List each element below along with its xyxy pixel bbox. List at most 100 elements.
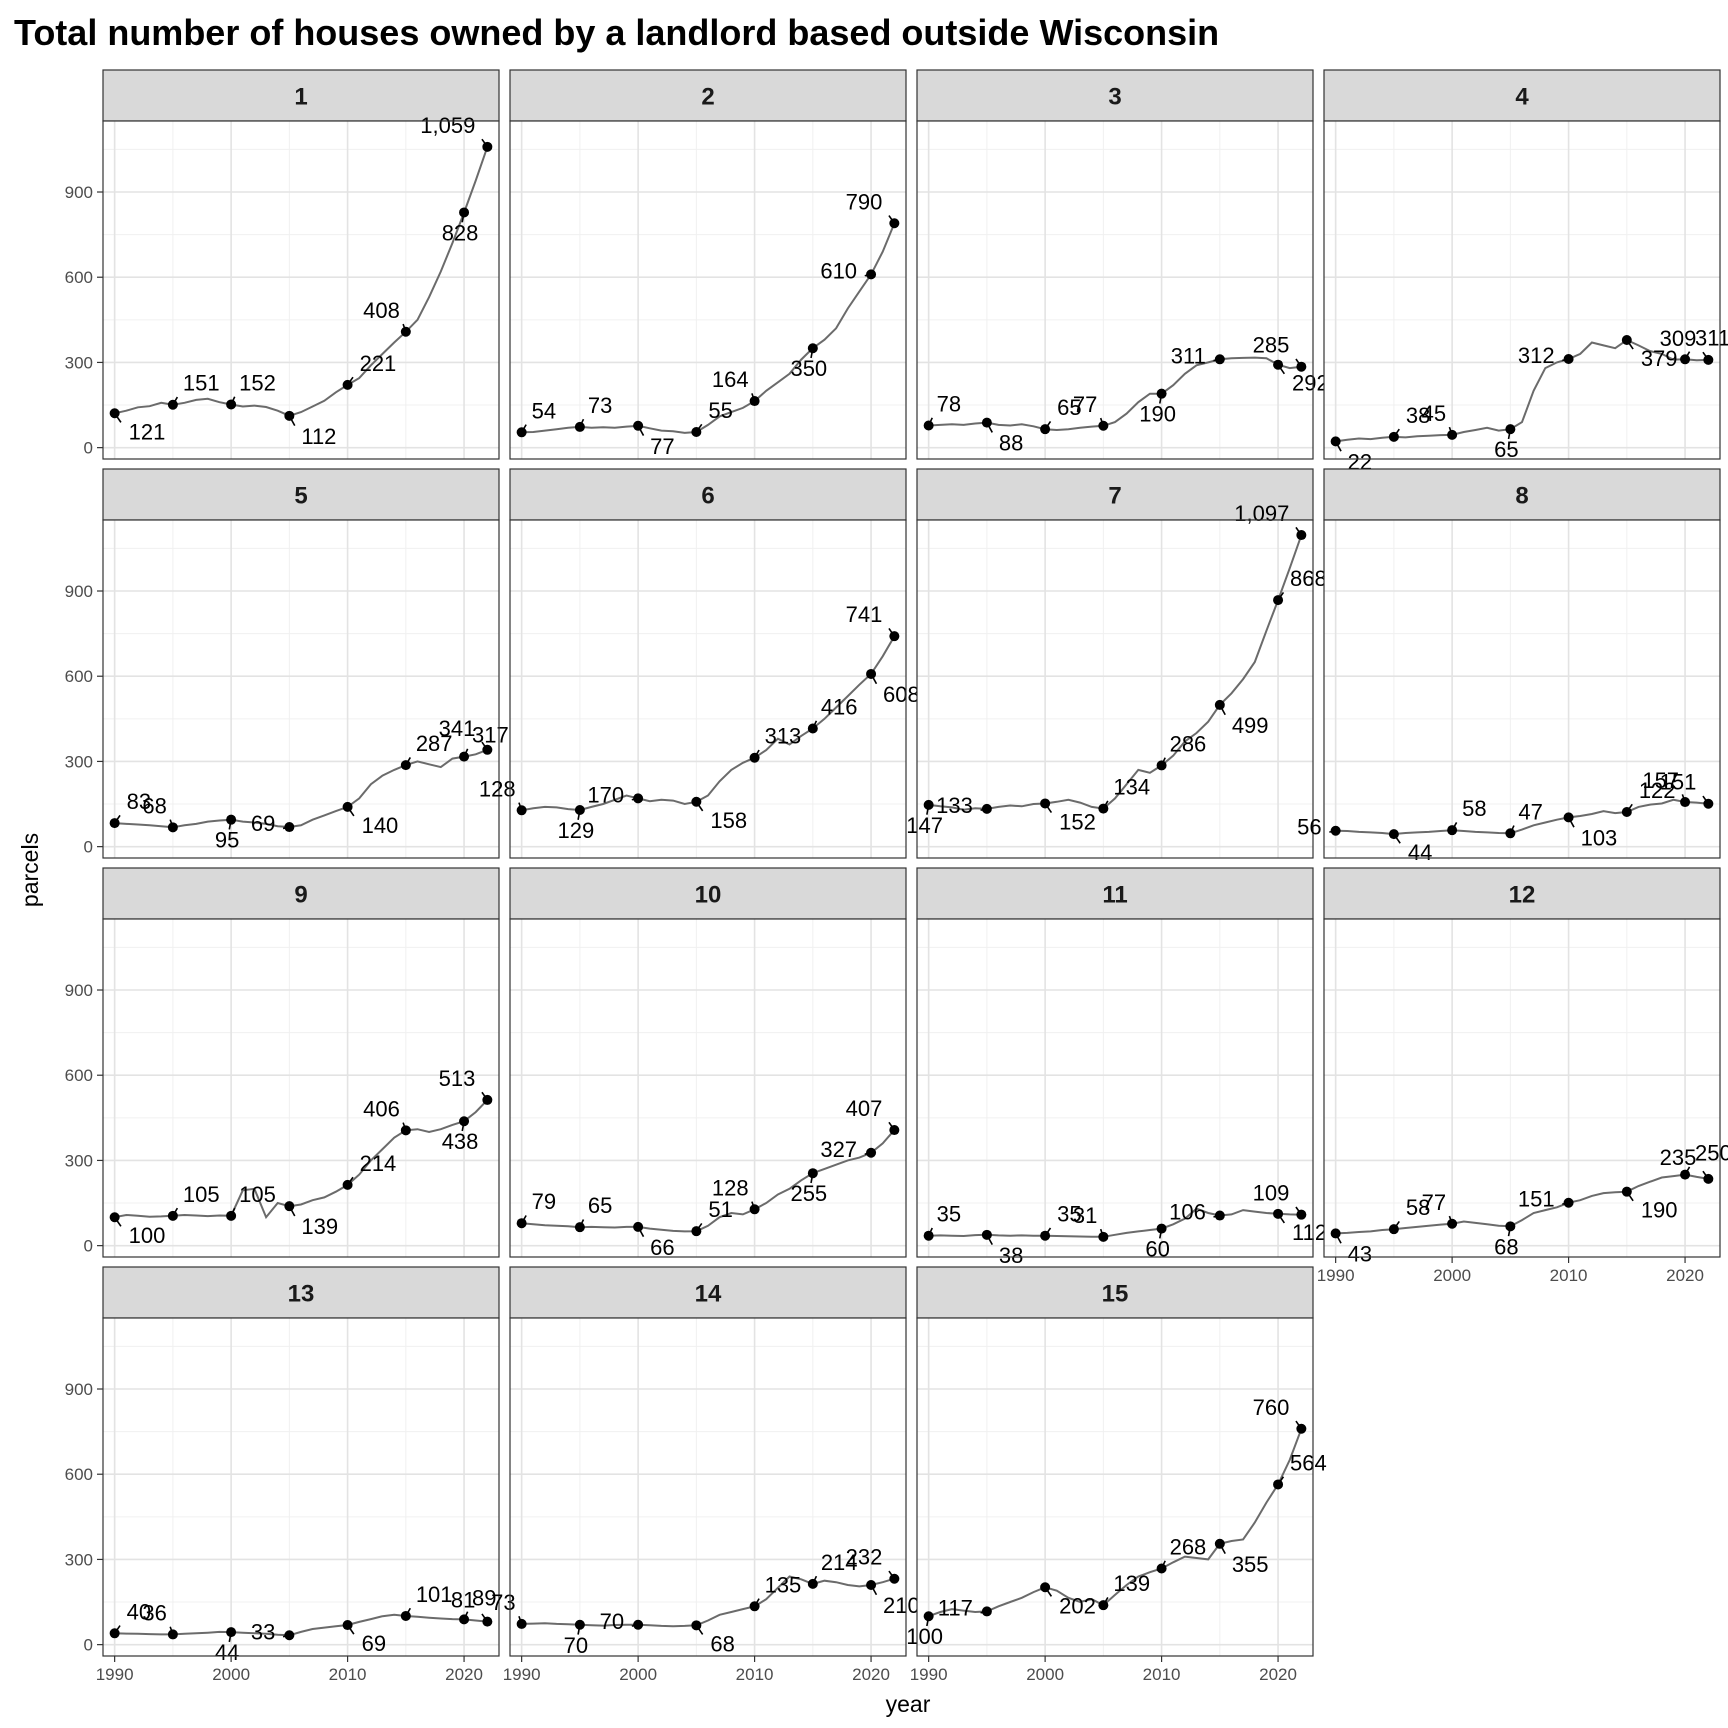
plot-background bbox=[1324, 121, 1720, 459]
data-point bbox=[1563, 354, 1574, 365]
data-point bbox=[1156, 1563, 1167, 1574]
data-point bbox=[691, 1620, 702, 1631]
facet-strip bbox=[916, 468, 1314, 521]
panel-border bbox=[1323, 519, 1721, 859]
data-label: 828 bbox=[442, 220, 479, 245]
data-label: 564 bbox=[1290, 1450, 1327, 1475]
data-label: 133 bbox=[936, 793, 973, 818]
data-point bbox=[1098, 803, 1109, 814]
panel-border bbox=[102, 120, 500, 460]
data-label: 292 bbox=[1292, 371, 1329, 396]
data-point bbox=[1388, 1224, 1399, 1235]
data-point bbox=[923, 1230, 934, 1241]
facet-strip-label: 3 bbox=[1108, 84, 1121, 111]
data-label: 35 bbox=[1057, 1202, 1081, 1227]
data-label: 350 bbox=[790, 356, 827, 381]
data-point bbox=[1621, 1186, 1632, 1197]
data-label: 68 bbox=[142, 793, 166, 818]
data-point bbox=[1703, 798, 1714, 809]
facet-strip-label: 13 bbox=[288, 1281, 315, 1308]
data-label: 43 bbox=[1348, 1241, 1372, 1266]
data-point bbox=[342, 1620, 353, 1631]
data-point bbox=[633, 793, 644, 804]
data-point bbox=[342, 1179, 353, 1190]
data-point bbox=[981, 417, 992, 428]
x-tick-label: 1990 bbox=[96, 1665, 134, 1684]
data-point bbox=[226, 1627, 237, 1638]
facet-strip-label: 15 bbox=[1102, 1281, 1129, 1308]
data-point bbox=[1040, 798, 1051, 809]
data-point bbox=[342, 379, 353, 390]
data-label: 44 bbox=[215, 1640, 239, 1665]
facet-strip bbox=[916, 69, 1314, 122]
data-label: 56 bbox=[1297, 815, 1321, 840]
data-label: 129 bbox=[558, 818, 595, 843]
y-tick-label: 0 bbox=[84, 1237, 93, 1256]
facet-strip-label: 7 bbox=[1108, 483, 1121, 510]
data-label: 128 bbox=[712, 1175, 749, 1200]
data-label: 51 bbox=[708, 1197, 732, 1222]
data-point bbox=[1214, 354, 1225, 365]
data-point bbox=[1505, 828, 1516, 839]
y-tick-label: 600 bbox=[65, 268, 93, 287]
data-point bbox=[482, 1094, 493, 1105]
data-point bbox=[1447, 825, 1458, 836]
data-label: 170 bbox=[587, 782, 624, 807]
data-point bbox=[807, 343, 818, 354]
data-label: 134 bbox=[1113, 775, 1150, 800]
data-label: 77 bbox=[1422, 1190, 1446, 1215]
data-label: 89 bbox=[472, 1585, 496, 1610]
data-point bbox=[691, 796, 702, 807]
data-label: 38 bbox=[999, 1243, 1023, 1268]
panel-border bbox=[916, 519, 1314, 859]
x-tick-label: 2000 bbox=[1433, 1266, 1471, 1285]
y-tick-label: 300 bbox=[65, 1550, 93, 1569]
data-label: 65 bbox=[1057, 395, 1081, 420]
panel-border bbox=[509, 1317, 907, 1657]
x-tick-label: 1990 bbox=[503, 1665, 541, 1684]
data-label: 232 bbox=[846, 1545, 883, 1570]
data-label: 408 bbox=[363, 298, 400, 323]
y-tick-label: 300 bbox=[65, 1151, 93, 1170]
data-label: 221 bbox=[360, 351, 397, 376]
data-label: 33 bbox=[251, 1619, 275, 1644]
data-label: 55 bbox=[708, 398, 732, 423]
data-point bbox=[459, 207, 470, 218]
data-point bbox=[109, 408, 120, 419]
facet-strip bbox=[509, 867, 907, 920]
panel-border bbox=[509, 519, 907, 859]
x-tick-label: 2020 bbox=[852, 1665, 890, 1684]
data-point bbox=[889, 1125, 900, 1136]
y-tick-label: 300 bbox=[65, 353, 93, 372]
facet-strip-label: 5 bbox=[294, 483, 307, 510]
panel-border bbox=[1323, 918, 1721, 1258]
data-point bbox=[749, 752, 760, 763]
data-point bbox=[284, 410, 295, 421]
data-label: 100 bbox=[129, 1223, 166, 1248]
data-label: 255 bbox=[790, 1181, 827, 1206]
data-label: 121 bbox=[129, 419, 166, 444]
data-label: 312 bbox=[1518, 343, 1555, 368]
data-point bbox=[1447, 429, 1458, 440]
y-axis-title: parcels bbox=[17, 833, 43, 907]
data-label: 45 bbox=[1422, 401, 1446, 426]
data-point bbox=[342, 801, 353, 812]
data-label: 101 bbox=[416, 1582, 453, 1607]
data-label: 112 bbox=[301, 424, 336, 449]
data-point bbox=[923, 799, 934, 810]
data-label: 105 bbox=[183, 1182, 220, 1207]
facet-strip bbox=[509, 1266, 907, 1319]
data-point bbox=[459, 751, 470, 762]
data-point bbox=[167, 1629, 178, 1640]
chart-title: Total number of houses owned by a landlo… bbox=[14, 12, 1219, 53]
y-tick-label: 900 bbox=[65, 1380, 93, 1399]
data-point bbox=[1098, 1600, 1109, 1611]
data-point bbox=[691, 1226, 702, 1237]
x-tick-label: 2000 bbox=[619, 1665, 657, 1684]
y-tick-label: 900 bbox=[65, 183, 93, 202]
data-label: 313 bbox=[765, 724, 802, 749]
data-label: 140 bbox=[362, 813, 399, 838]
